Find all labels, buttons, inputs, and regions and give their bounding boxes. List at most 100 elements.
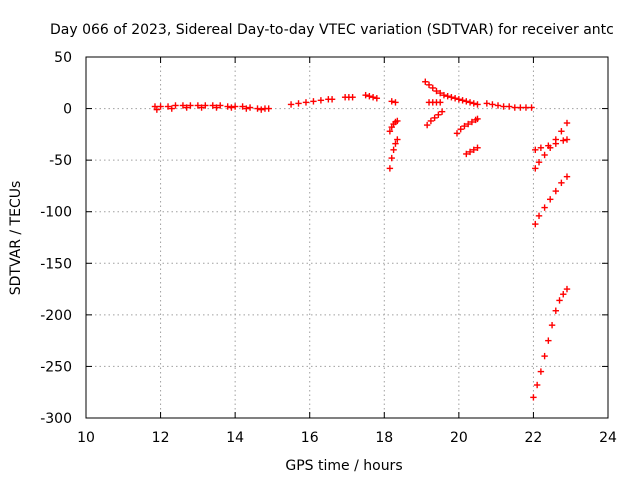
y-tick-label: 50 xyxy=(54,50,72,66)
data-point xyxy=(202,102,209,109)
data-point xyxy=(532,220,539,228)
data-point xyxy=(153,106,161,113)
data-point xyxy=(548,321,556,329)
data-point xyxy=(349,94,356,101)
data-point xyxy=(243,105,250,112)
data-point xyxy=(209,102,216,109)
data-point xyxy=(463,98,470,105)
grid xyxy=(86,57,608,418)
data-point xyxy=(547,196,554,203)
data-point xyxy=(394,117,401,125)
data-point xyxy=(435,111,442,118)
data-point xyxy=(386,165,394,172)
x-tick-label: 22 xyxy=(525,430,543,446)
data-point xyxy=(470,100,477,107)
data-point xyxy=(369,94,377,101)
data-point xyxy=(198,104,205,111)
data-point xyxy=(560,137,567,144)
x-axis-label: GPS time / hours xyxy=(285,458,402,474)
data-point xyxy=(494,102,502,109)
data-point xyxy=(505,103,513,110)
data-point xyxy=(448,94,455,101)
data-point xyxy=(556,297,563,304)
data-point xyxy=(533,381,541,389)
data-point xyxy=(265,105,272,112)
x-tick-label: 14 xyxy=(226,430,244,446)
data-point xyxy=(287,101,295,108)
data-point xyxy=(217,102,224,109)
data-point xyxy=(224,103,231,110)
data-point xyxy=(541,204,548,211)
x-tick-label: 16 xyxy=(301,430,319,446)
x-tick-label: 12 xyxy=(152,430,170,446)
data-point xyxy=(254,105,261,112)
x-tick-labels: 10 12 14 16 18 20 22 24 xyxy=(77,430,617,446)
data-point xyxy=(392,99,399,106)
data-point xyxy=(547,144,554,151)
data-point xyxy=(164,103,172,110)
data-point xyxy=(541,352,548,360)
data-point xyxy=(535,159,543,166)
data-point xyxy=(528,104,535,111)
data-point xyxy=(388,154,395,162)
data-point xyxy=(440,91,448,99)
data-point xyxy=(425,81,433,89)
data-point xyxy=(194,102,202,109)
y-tick-label: -100 xyxy=(40,205,72,221)
data-point xyxy=(552,136,559,143)
data-point xyxy=(179,102,187,109)
y-tick-label: 0 xyxy=(63,102,72,118)
data-point xyxy=(168,105,175,112)
data-point xyxy=(474,115,481,123)
data-point xyxy=(563,119,571,127)
data-point xyxy=(373,95,381,102)
data-point xyxy=(537,144,545,151)
data-point xyxy=(386,128,394,135)
data-point xyxy=(362,91,369,99)
y-axis-label: SDTVAR / TECUs xyxy=(8,181,24,296)
data-point xyxy=(530,394,537,401)
data-point xyxy=(317,97,325,104)
data-point xyxy=(517,104,524,111)
data-point xyxy=(228,104,235,111)
x-tick-label: 24 xyxy=(599,430,617,446)
data-point xyxy=(463,150,470,158)
data-point xyxy=(474,101,481,108)
data-point xyxy=(511,104,518,111)
data-point xyxy=(437,89,444,97)
data-point xyxy=(470,146,477,154)
data-point xyxy=(558,179,565,187)
data-point xyxy=(457,126,464,133)
plot-frame xyxy=(85,56,609,419)
y-tick-label: -250 xyxy=(40,359,72,375)
data-point xyxy=(328,96,336,103)
data-point xyxy=(560,291,567,298)
data-point xyxy=(558,128,565,135)
data-point xyxy=(431,114,438,122)
data-point xyxy=(455,96,463,103)
y-tick-labels: -300 -250 -200 -150 -100 -50 0 50 xyxy=(40,50,72,427)
data-point xyxy=(464,120,472,128)
data-point xyxy=(310,98,317,105)
data-point xyxy=(295,100,302,107)
data-point xyxy=(500,103,507,110)
data-point xyxy=(390,146,397,154)
data-point xyxy=(489,101,496,108)
x-tick-label: 20 xyxy=(450,430,468,446)
data-marks xyxy=(151,78,571,401)
data-point xyxy=(459,97,466,104)
data-point xyxy=(466,148,474,156)
data-point xyxy=(437,99,444,106)
data-point xyxy=(466,99,474,106)
data-point xyxy=(239,103,246,110)
data-point xyxy=(422,78,429,85)
data-point xyxy=(183,104,190,111)
data-point xyxy=(563,173,571,180)
data-point xyxy=(552,187,559,195)
data-point xyxy=(213,104,220,111)
data-point xyxy=(157,103,164,110)
y-tick-label: -300 xyxy=(40,411,72,427)
y-tick-label: -200 xyxy=(40,308,72,324)
data-point xyxy=(483,100,491,107)
